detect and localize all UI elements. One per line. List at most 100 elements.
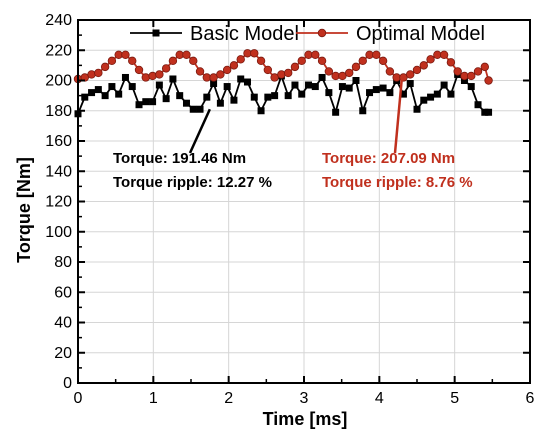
series-1-point xyxy=(338,71,347,81)
series-0-point xyxy=(291,81,299,89)
series-0-point xyxy=(81,93,89,101)
series-1-point xyxy=(385,67,395,76)
series-0-point xyxy=(257,107,265,115)
series-0-point xyxy=(189,105,197,113)
series-0-point xyxy=(101,92,109,100)
series-1-point xyxy=(297,56,306,66)
series-1-point xyxy=(467,71,476,81)
series-0-point xyxy=(447,90,455,98)
series-1-point xyxy=(283,68,293,78)
series-0-point xyxy=(169,75,177,83)
series-0-point xyxy=(115,90,123,98)
series-1-point xyxy=(317,56,327,66)
x-tick-label: 0 xyxy=(74,390,83,407)
series-0-point xyxy=(94,86,102,94)
y-tick-label: 220 xyxy=(45,42,72,59)
series-1-point xyxy=(195,67,205,76)
series-0-point xyxy=(338,83,346,91)
series-1-point xyxy=(372,50,381,59)
series-1-point xyxy=(250,49,259,58)
y-tick-label: 100 xyxy=(45,224,72,241)
series-1-point xyxy=(311,50,320,59)
series-1-point xyxy=(480,62,489,72)
annotation-arrow xyxy=(188,108,211,154)
series-0-point xyxy=(196,105,204,113)
series-0-point xyxy=(155,81,163,89)
series-0-point xyxy=(149,98,157,106)
annotation-text: Torque ripple: 12.27 % xyxy=(113,174,272,191)
series-1-point xyxy=(345,68,354,78)
plot-area xyxy=(73,49,493,118)
y-tick-label: 200 xyxy=(45,73,72,90)
x-axis-title: Time [ms] xyxy=(263,409,348,429)
y-tick-label: 20 xyxy=(54,345,72,362)
series-0-point xyxy=(216,99,224,107)
series-0-point xyxy=(210,80,218,88)
series-1-point xyxy=(155,70,164,79)
series-0-point xyxy=(135,101,143,109)
series-1-point xyxy=(277,70,286,79)
y-tick-label: 40 xyxy=(54,315,72,332)
legend-marker xyxy=(317,28,327,38)
series-1-point xyxy=(100,62,110,72)
series-1-point xyxy=(406,70,415,79)
series-0-point xyxy=(352,77,360,84)
series-0-point xyxy=(366,89,374,97)
x-tick-label: 5 xyxy=(450,390,459,407)
series-0-point xyxy=(332,108,340,116)
series-1-point xyxy=(270,73,279,82)
series-1-point xyxy=(189,56,198,66)
y-tick-label: 80 xyxy=(54,254,72,271)
x-tick-labels: 0 1 2 3 4 5 6 xyxy=(74,390,535,407)
series-1-point xyxy=(439,50,449,59)
series-0-point xyxy=(345,84,353,92)
series-0-point xyxy=(427,93,435,101)
series-1-point xyxy=(426,55,435,64)
y-axis-title: Torque [Nm] xyxy=(14,157,34,263)
series-1-point xyxy=(216,70,225,79)
series-0-point xyxy=(440,81,448,89)
legend-marker xyxy=(152,29,160,37)
series-1-point xyxy=(209,73,218,82)
x-tick-label: 3 xyxy=(300,390,309,407)
series-1-point xyxy=(324,67,334,76)
series-0-point xyxy=(413,105,421,113)
series-1-point xyxy=(263,65,273,75)
series-0-point xyxy=(481,108,489,116)
series-0-point xyxy=(325,89,333,97)
y-tick-label: 160 xyxy=(45,133,72,150)
series-1-point xyxy=(256,56,266,66)
series-1-point xyxy=(121,50,130,59)
series-1-point xyxy=(107,56,117,66)
annotation-arrow xyxy=(393,77,404,154)
series-1-point xyxy=(148,71,157,81)
annotation-text: Torque: 207.09 Nm xyxy=(322,150,455,167)
series-0-point xyxy=(433,90,441,98)
series-1-point xyxy=(453,67,462,76)
series-0-point xyxy=(399,90,407,98)
y-tick-label: 120 xyxy=(45,194,72,211)
series-0-point xyxy=(305,81,313,89)
series-0-point xyxy=(223,83,231,91)
series-0-point xyxy=(284,92,292,100)
series-0-point xyxy=(88,89,96,97)
series-0-point xyxy=(244,78,251,86)
annotation-text: Torque: 191.46 Nm xyxy=(113,150,246,167)
series-0-point xyxy=(176,92,184,100)
x-tick-label: 4 xyxy=(375,390,384,407)
series-0-point xyxy=(250,93,258,101)
series-0-point xyxy=(318,73,326,81)
series-1-point xyxy=(182,50,191,59)
series-0-point xyxy=(182,99,190,107)
series-1-point xyxy=(412,65,422,75)
series-1-point xyxy=(222,65,232,75)
annotation-text: Torque ripple: 8.76 % xyxy=(322,174,473,191)
series-0-point xyxy=(485,108,493,116)
legend: Basic Model Optimal Model xyxy=(130,23,485,45)
y-tick-label: 60 xyxy=(54,284,72,301)
y-tick-label: 240 xyxy=(45,12,72,29)
series-0-point xyxy=(372,86,380,94)
series-1-point xyxy=(141,73,150,82)
series-1-point xyxy=(378,56,388,66)
